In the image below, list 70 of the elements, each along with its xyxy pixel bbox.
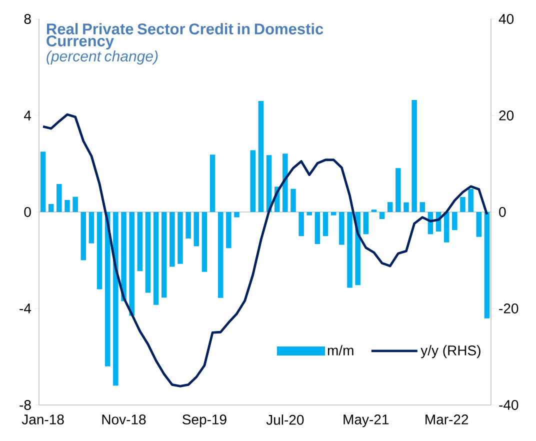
line-series [42, 113, 488, 388]
y-tick-label: 4 [24, 110, 32, 120]
bar [170, 212, 175, 267]
bar [347, 212, 352, 288]
y2-tick-label: -40 [499, 400, 518, 410]
bar [202, 212, 208, 272]
bar [218, 212, 224, 298]
x-tick-label: Nov-18 [102, 414, 146, 424]
bar [452, 212, 458, 230]
bar [322, 212, 328, 236]
bar [129, 212, 134, 316]
legend-label: m/m [328, 345, 354, 356]
bar [404, 202, 409, 212]
x-tick-label: Mar-22 [426, 414, 468, 424]
bar [420, 202, 426, 212]
bar [282, 154, 288, 212]
bar [298, 212, 304, 236]
bar [153, 212, 159, 305]
y-tick-label: 8 [24, 14, 31, 24]
bar [290, 188, 296, 212]
y2-tick-label: -20 [499, 304, 518, 314]
bar [137, 212, 143, 272]
bar [330, 212, 336, 216]
bar [444, 212, 450, 242]
bar [88, 212, 94, 244]
y2-tick-label: 0 [499, 207, 506, 217]
y2-tick-label: 20 [499, 110, 514, 120]
bar [121, 212, 126, 302]
bar [145, 212, 151, 293]
legend-label: y/y (RHS) [420, 345, 480, 358]
y-tick-label: -8 [20, 400, 31, 410]
bar [210, 154, 216, 212]
bar [178, 212, 183, 264]
x-tick-label: Sep-19 [182, 414, 226, 428]
bar [266, 155, 272, 212]
bar [460, 197, 466, 212]
bar [476, 212, 482, 237]
bar [468, 188, 474, 212]
bar [48, 204, 54, 212]
text: Real Private Sector Credit in Domestic Currency [46, 23, 324, 50]
bar [396, 168, 401, 212]
bar [194, 212, 200, 246]
text: (percent change) [46, 50, 158, 64]
bar [314, 212, 320, 244]
bar [258, 101, 264, 212]
bar [484, 212, 490, 318]
bar [72, 196, 78, 212]
bar [306, 212, 312, 216]
x-tick-label: Jan-18 [22, 414, 64, 424]
bar [363, 212, 369, 234]
bar [80, 212, 86, 260]
bar [379, 212, 385, 219]
bar [412, 100, 417, 212]
bar [339, 212, 344, 245]
bar [64, 200, 70, 212]
bar [234, 212, 240, 218]
y-tick-label: 0 [24, 207, 31, 217]
x-tick-label: Jul-20 [266, 414, 304, 425]
bar [226, 212, 232, 248]
bar [387, 202, 393, 212]
bar [113, 212, 118, 386]
bar [161, 212, 167, 298]
bar [186, 212, 191, 239]
y2-tick-label: 40 [498, 14, 514, 24]
bar [56, 184, 62, 212]
bar [40, 152, 46, 212]
bar [250, 150, 256, 212]
bar [96, 212, 102, 290]
x-tick-label: May-21 [344, 414, 389, 428]
y-tick-label: -4 [20, 304, 32, 314]
